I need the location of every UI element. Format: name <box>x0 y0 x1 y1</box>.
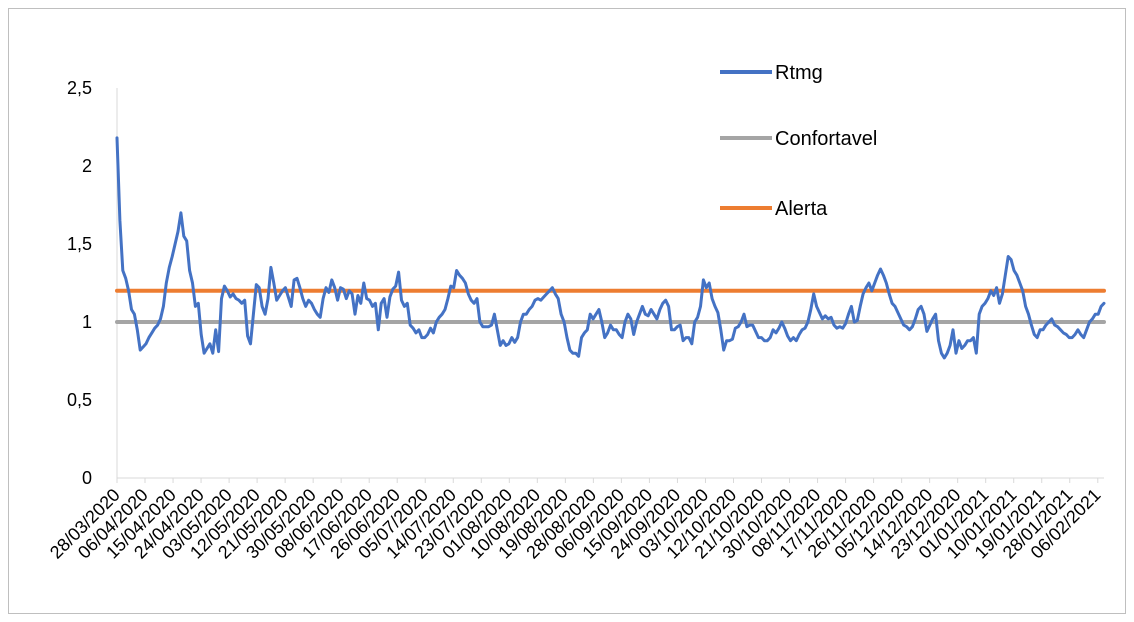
y-axis: 0 0,5 1 1,5 2 2,5 <box>67 78 118 488</box>
x-axis: 28/03/202006/04/202015/04/202024/04/2020… <box>46 477 1105 563</box>
y-tick-label: 1 <box>82 312 92 332</box>
y-tick-label: 2,5 <box>67 78 92 98</box>
series-layer <box>115 136 1106 360</box>
y-tick-label: 2 <box>82 156 92 176</box>
series-line-rtmg <box>115 136 1106 360</box>
legend-label-confortavel: Confortavel <box>775 128 877 150</box>
y-tick-label: 1,5 <box>67 234 92 254</box>
legend: Rtmg Confortavel Alerta <box>720 62 877 220</box>
legend-label-alerta: Alerta <box>775 198 828 220</box>
legend-label-rtmg: Rtmg <box>775 62 823 84</box>
y-tick-label: 0 <box>82 468 92 488</box>
y-tick-label: 0,5 <box>67 390 92 410</box>
chart-frame <box>8 8 1126 614</box>
